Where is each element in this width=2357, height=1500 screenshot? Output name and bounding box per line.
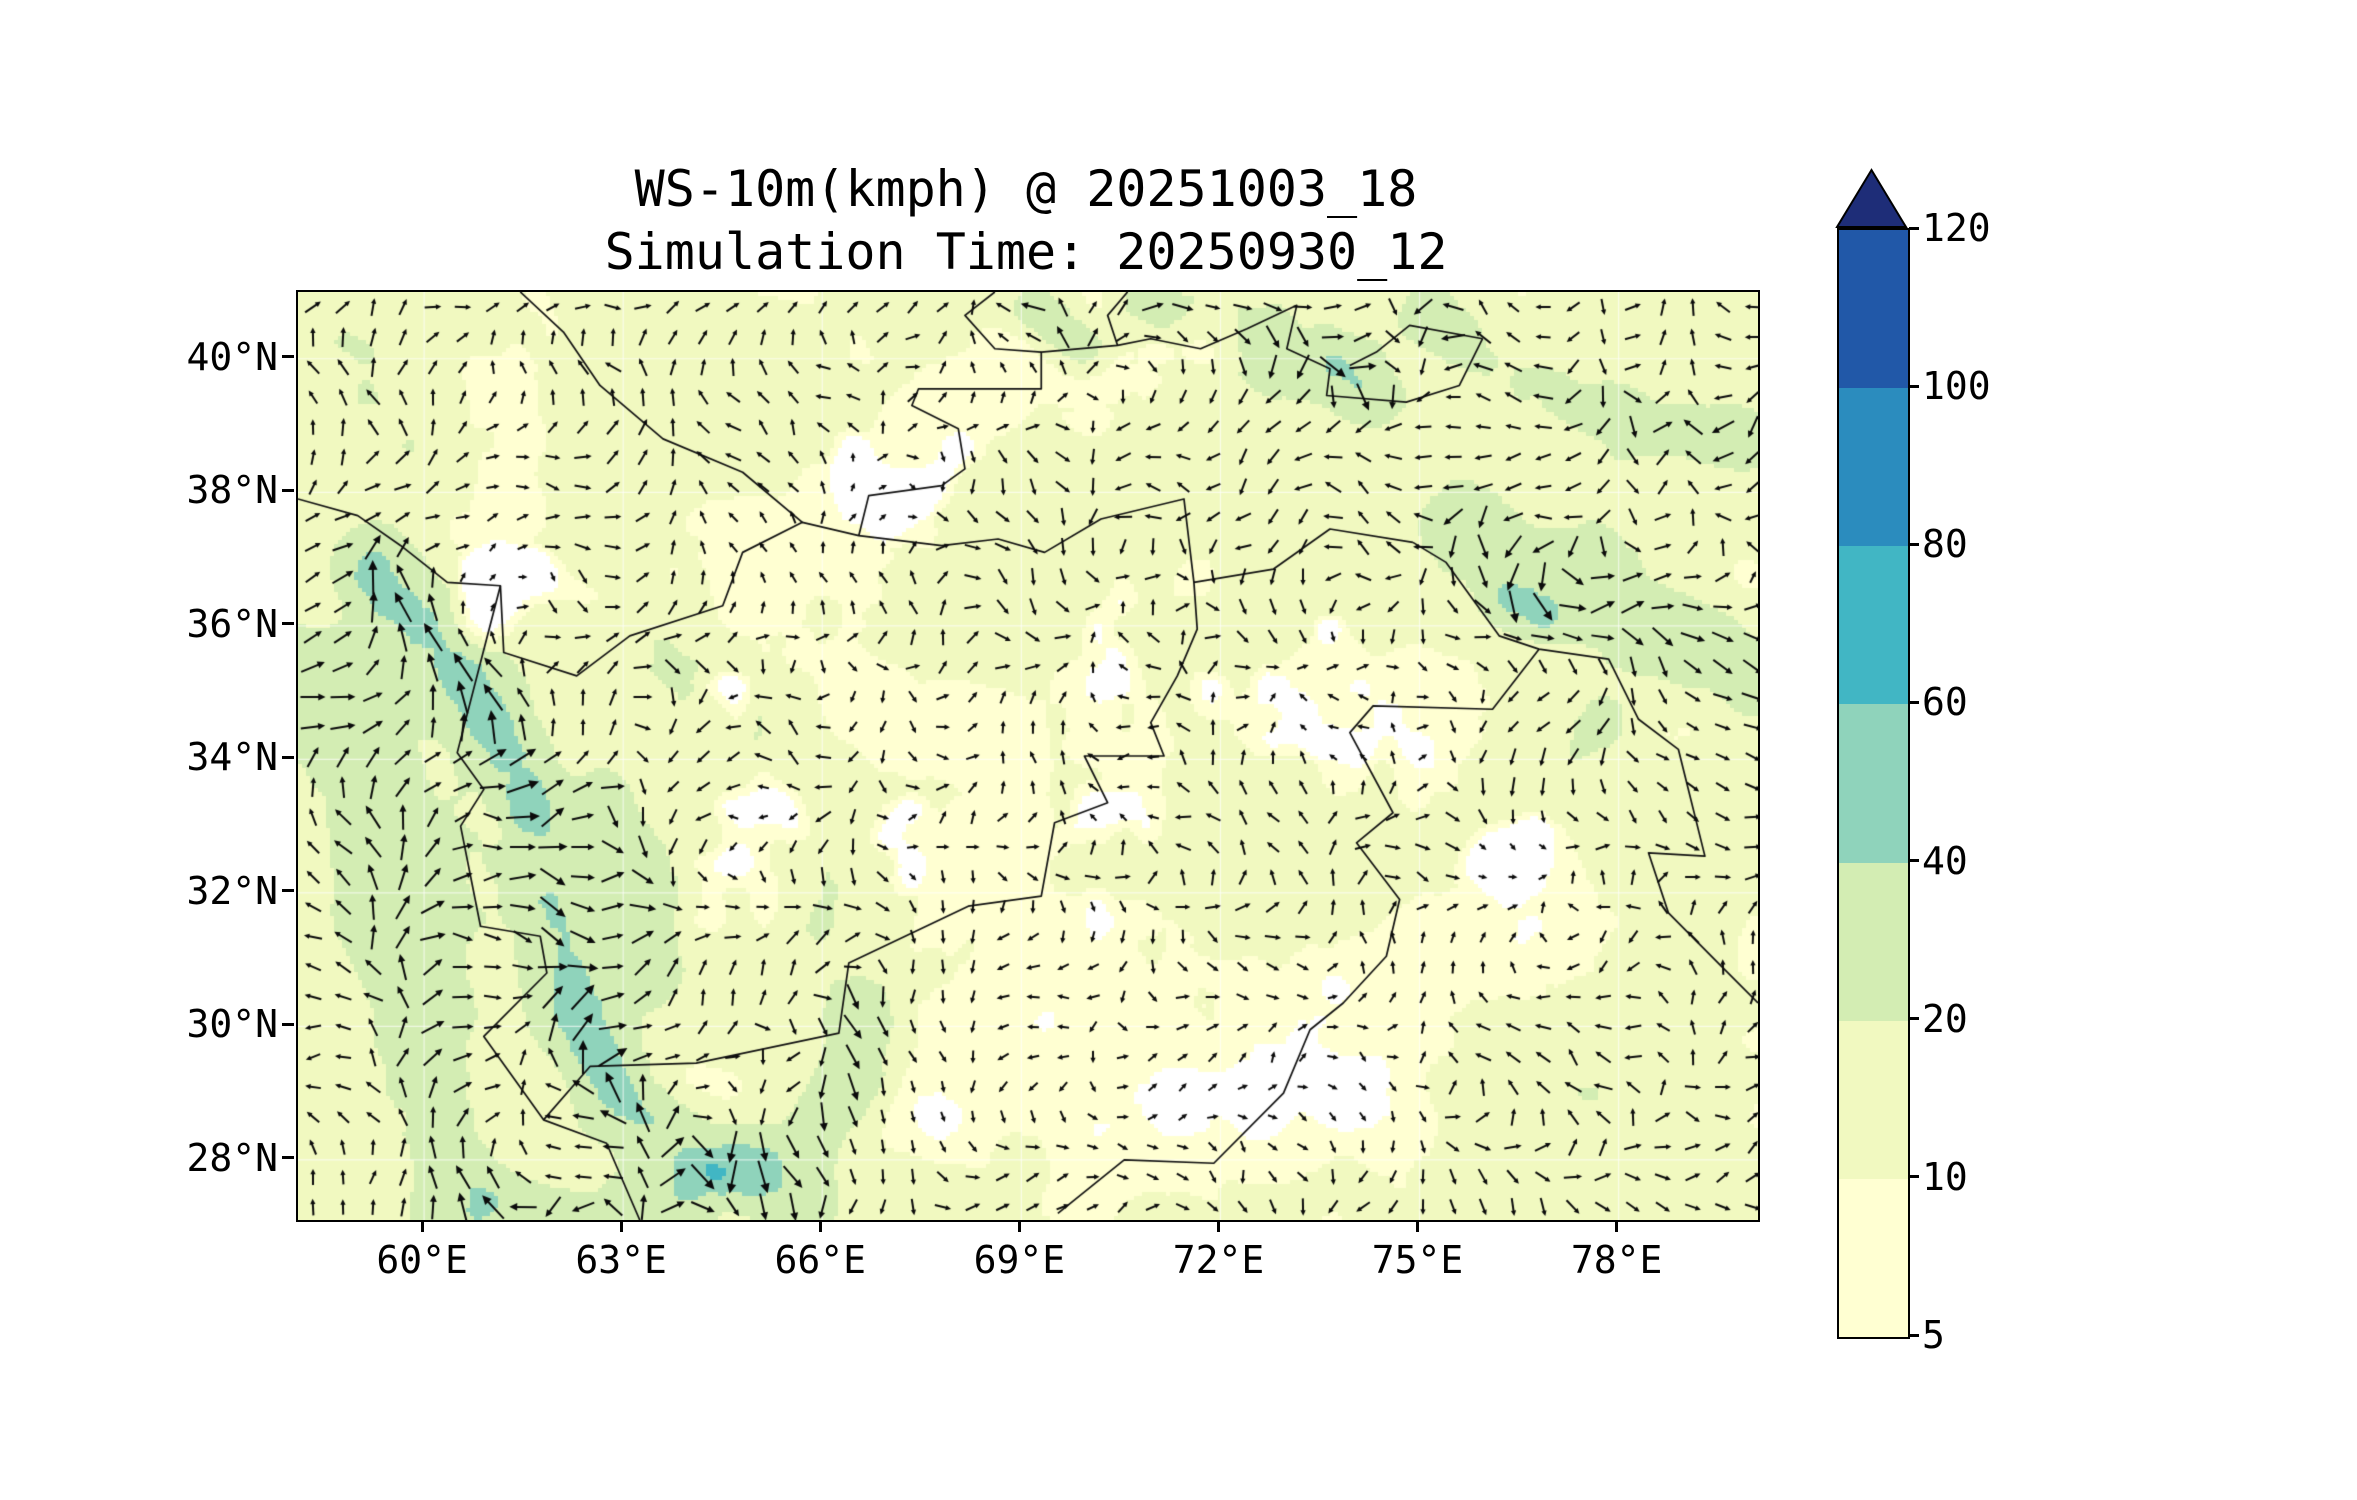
colorbar-tick-label-40: 40 — [1922, 838, 1968, 883]
x-axis-tick-mark — [1416, 1220, 1420, 1232]
colorbar-tick-label-100: 100 — [1922, 364, 1991, 409]
colorbar-segment — [1839, 1020, 1908, 1179]
colorbar-extend-max-arrow-icon — [1835, 168, 1908, 228]
x-axis-tick-mark — [818, 1220, 822, 1232]
colorbar-tick-label-5: 5 — [1922, 1313, 1945, 1357]
y-axis-tick-mark — [282, 755, 294, 759]
y-axis-tick-mark — [282, 355, 294, 359]
y-axis-tick-mark — [282, 1156, 294, 1160]
y-axis-tick-mark — [282, 1022, 294, 1026]
wind-speed-quiver-map-canvas — [298, 292, 1758, 1220]
colorbar-scale — [1837, 228, 1910, 1339]
y-axis-tick-mark — [282, 488, 294, 492]
x-axis-tick-mark — [1615, 1220, 1619, 1232]
x-tick-label-63e: 63°E — [575, 1238, 667, 1282]
colorbar-tick-label-80: 80 — [1922, 522, 1968, 567]
y-tick-label-30n: 30°N — [186, 1002, 278, 1047]
colorbar-tick-label-120: 120 — [1922, 206, 1991, 250]
y-tick-label-38n: 38°N — [186, 468, 278, 513]
colorbar-tick-mark — [1909, 1333, 1919, 1337]
colorbar-tick-mark — [1909, 1175, 1919, 1179]
y-axis-tick-mark — [282, 889, 294, 893]
colorbar-tick-label-20: 20 — [1922, 996, 1968, 1041]
colorbar-tick-mark — [1909, 700, 1919, 704]
chart-title: WS-10m(kmph) @ 20251003_18 — [634, 160, 1418, 218]
x-tick-label-66e: 66°E — [774, 1238, 867, 1282]
colorbar-segment — [1839, 862, 1908, 1021]
colorbar-tick-mark — [1909, 542, 1919, 546]
colorbar-segment — [1839, 546, 1908, 705]
x-tick-label-60e: 60°E — [376, 1238, 468, 1282]
y-tick-label-40n: 40°N — [186, 334, 278, 379]
x-axis-tick-mark — [420, 1220, 424, 1232]
colorbar-tick-mark — [1909, 1017, 1919, 1021]
colorbar-tick-label-10: 10 — [1922, 1154, 1968, 1199]
y-tick-label-34n: 34°N — [186, 735, 278, 780]
colorbar-segment — [1839, 1178, 1908, 1337]
y-tick-label-32n: 32°N — [186, 868, 278, 913]
colorbar-tick-label-60: 60 — [1922, 680, 1968, 725]
map-plot-area — [296, 290, 1760, 1222]
x-tick-label-75e: 75°E — [1371, 1238, 1464, 1282]
chart-subtitle: Simulation Time: 20250930_12 — [604, 223, 1448, 281]
colorbar-tick-mark — [1909, 226, 1919, 230]
x-tick-label-69e: 69°E — [973, 1238, 1066, 1282]
y-tick-label-28n: 28°N — [186, 1135, 278, 1180]
colorbar-tick-mark — [1909, 384, 1919, 388]
y-tick-label-36n: 36°N — [186, 601, 278, 646]
x-axis-tick-mark — [1017, 1220, 1021, 1232]
x-axis-tick-mark — [619, 1220, 623, 1232]
colorbar-tick-mark — [1909, 859, 1919, 863]
chart-title-block: WS-10m(kmph) @ 20251003_18 Simulation Ti… — [296, 158, 1756, 284]
colorbar-segment — [1839, 388, 1908, 547]
colorbar-segment — [1839, 704, 1908, 863]
y-axis-tick-mark — [282, 622, 294, 626]
x-tick-label-78e: 78°E — [1570, 1238, 1663, 1282]
x-axis-tick-mark — [1216, 1220, 1220, 1232]
x-tick-label-72e: 72°E — [1172, 1238, 1265, 1282]
colorbar-segment — [1839, 230, 1908, 389]
